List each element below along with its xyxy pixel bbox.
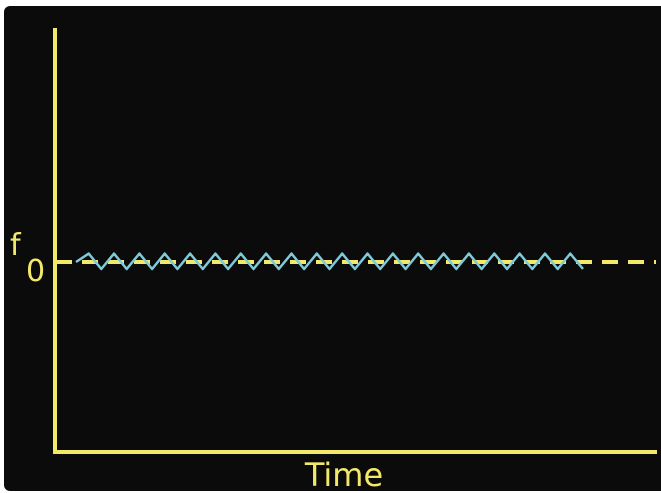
f0-label-subscript: 0	[26, 254, 45, 289]
series-line	[75, 252, 584, 271]
plot-background	[4, 6, 661, 491]
f0-label-main: f	[10, 228, 22, 263]
x-axis-label: Time	[304, 456, 383, 493]
